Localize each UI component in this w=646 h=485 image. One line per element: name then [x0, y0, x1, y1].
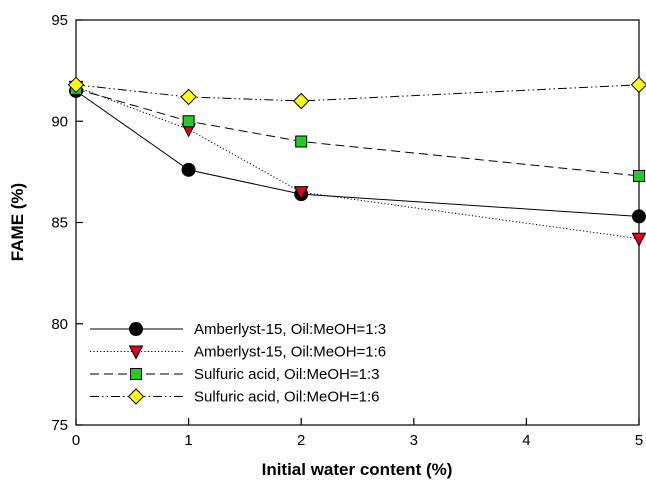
x-axis-title: Initial water content (%) [262, 460, 453, 479]
series-4-point [630, 76, 646, 94]
legend-marker-3 [130, 368, 142, 380]
x-tick-label: 1 [184, 432, 192, 449]
series-markers [67, 76, 646, 247]
x-tick-label: 5 [635, 432, 643, 449]
y-tick-label: 75 [51, 417, 68, 434]
series-line-3 [75, 88, 640, 177]
x-tick-label: 3 [410, 432, 418, 449]
legend: Amberlyst-15, Oil:MeOH=1:3 Amberlyst-15, … [90, 321, 386, 406]
legend-marker-2 [128, 345, 144, 360]
y-axis-title: FAME (%) [8, 183, 27, 261]
series-1-point [632, 209, 646, 224]
series-3-point [182, 115, 195, 128]
legend-label-2: Amberlyst-15, Oil:MeOH=1:6 [194, 344, 386, 361]
y-tick-label: 95 [51, 12, 68, 29]
series-4-point [67, 76, 85, 94]
series-3-point [633, 169, 645, 182]
series-line-1 [75, 90, 640, 217]
series-4-point [180, 88, 197, 106]
series-4-point [292, 92, 310, 110]
legend-label-4: Sulfuric acid, Oil:MeOH=1:6 [194, 389, 380, 406]
legend-label-3: Sulfuric acid, Oil:MeOH=1:3 [194, 366, 380, 383]
series-2-point [631, 232, 646, 247]
series-line-2 [75, 86, 640, 240]
y-tick-label: 85 [51, 215, 68, 232]
series-1-point [181, 162, 196, 177]
y-tick-label: 80 [51, 316, 68, 333]
series-3-point [295, 135, 308, 148]
legend-label-1: Amberlyst-15, Oil:MeOH=1:3 [194, 321, 386, 338]
x-tick-label: 0 [72, 432, 80, 449]
legend-marker-1 [129, 322, 143, 336]
series-line-4 [75, 84, 640, 102]
plot-frame [75, 19, 640, 426]
x-tick-label: 4 [522, 432, 530, 449]
y-tick-label: 90 [51, 113, 68, 130]
series-2-point [293, 186, 309, 201]
series-lines [75, 84, 640, 240]
legend-marker-4 [127, 388, 145, 405]
x-tick-label: 2 [297, 432, 305, 449]
axes: 0 1 2 3 4 5 75 80 85 90 95 [51, 12, 643, 449]
